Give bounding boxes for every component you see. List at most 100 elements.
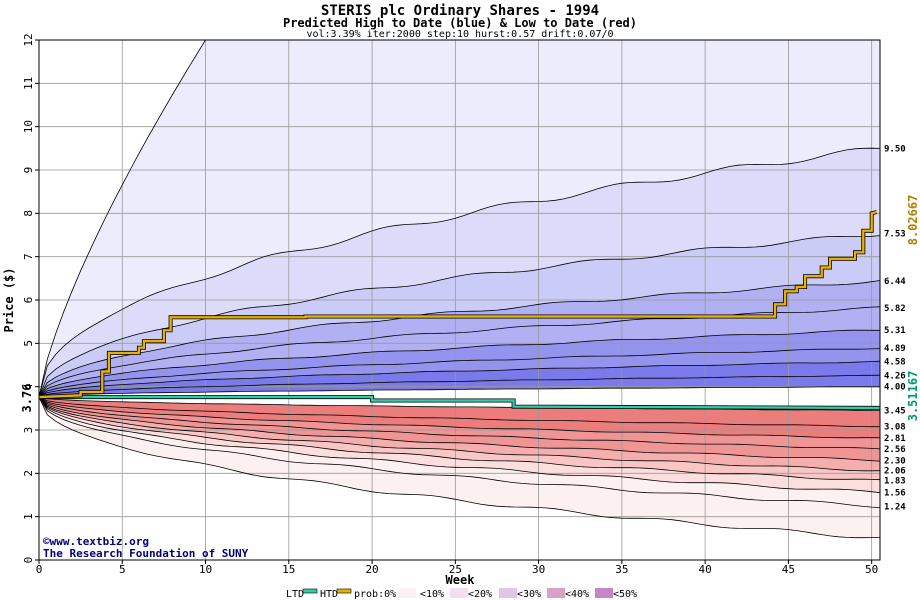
high-band-0 [39,40,880,398]
curve-label-18: 1.24 [884,502,906,512]
curve-label-14: 2.30 [884,456,906,466]
curve-label-17: 1.56 [884,488,906,498]
lower-curve-2 [38,396,881,439]
legend-b40-label: <40% [565,589,589,600]
x-axis-label: Week [446,573,476,587]
curve-label-16: 1.83 [884,477,906,487]
chart-title: STERIS plc Ordinary Shares - 1994 [321,3,599,19]
legend-swatch-20 [499,588,517,598]
low-band-7 [39,397,880,508]
high-band-5 [39,330,880,398]
legend-b20-label: <20% [468,589,492,600]
legend-htd-label: HTD [320,589,338,600]
legend-swatch-10 [450,588,468,598]
high-band-3 [39,280,880,398]
curve-label-2: 7.53 [884,230,906,240]
y-tick-label-2: 2 [22,470,35,477]
upper-curve-6 [38,348,881,398]
x-tick-label-5: 25 [449,563,462,576]
low-band-3 [39,397,880,462]
upper-curve-5 [38,329,880,398]
y-tick-label-1: 1 [22,513,35,520]
curve-label-9: 4.00 [884,383,906,393]
y-tick-label-12: 12 [22,33,35,46]
low-final-label: 3.51167 [906,371,920,422]
y-tick-label-8: 8 [22,210,35,217]
lower-curve-0 [38,396,881,411]
y-tick-label-3: 3 [22,427,35,434]
low-band-5 [39,397,880,480]
right-curve-labels: 9.50 7.53 6.44 5.82 5.31 4.89 4.58 4.26 4.00 3.45… [884,144,906,512]
y-axis-label: Price ($) [2,267,16,332]
x-tick-label-10: 50 [865,563,878,576]
y-tick-label-10: 10 [22,120,35,133]
y-tick-label-4: 4 [22,383,35,390]
legend-htd-swatch [336,588,352,594]
start-price-label: 3.76 [20,384,34,413]
low-band-8 [39,397,880,538]
upper-curve-4 [38,306,881,398]
y-tick-label-0: 0 [22,557,35,564]
legend-b50-label: <50% [613,589,637,600]
curve-label-13: 2.56 [884,445,906,455]
x-axis-ticks: 0 5 10 15 20 25 30 35 40 45 50 [36,560,878,576]
lower-curve-3 [38,396,881,450]
chart-subtitle: Predicted High to Date (blue) & Low to D… [283,16,637,30]
lower-curve-7 [38,396,881,494]
y-tick-label-11: 11 [22,77,35,90]
chart-params: vol:3.39% iter:2000 step:10 hurst:0.57 d… [306,29,613,40]
lower-curve-1 [38,396,880,428]
low-band-2 [39,397,880,449]
lower-curve-8 [38,396,881,508]
low-band-4 [39,397,880,471]
legend-swatch-40 [595,588,613,598]
x-tick-label-1: 5 [119,563,126,576]
curve-label-6: 4.89 [884,344,906,354]
high-band-2 [39,235,880,398]
x-tick-label-3: 15 [282,563,295,576]
curve-label-5: 5.31 [884,326,906,336]
legend: LTD HTD prob:0% <10% <20% <30% <40% <50% [286,588,637,600]
curve-label-8: 4.26 [884,371,906,381]
htd-ltd-series [38,210,881,410]
legend-prob-label: prob:0% [354,589,396,600]
upper-curve-3 [38,280,881,398]
x-tick-label-6: 30 [532,563,545,576]
curve-label-3: 6.44 [884,277,906,287]
legend-b10-label: <10% [420,589,444,600]
low-band-1 [39,397,880,438]
legend-swatch-0 [398,588,416,598]
legend-b30-label: <30% [517,589,541,600]
high-band-1 [39,148,880,398]
ltd-series-line [39,395,881,410]
lower-curve-9 [38,396,881,539]
curve-label-12: 2.81 [884,434,906,444]
high-band-8 [39,375,880,398]
x-tick-label-8: 40 [699,563,712,576]
y-tick-label-7: 7 [22,253,35,260]
legend-ltd-swatch [302,588,318,594]
curve-label-15: 2.06 [884,467,906,477]
x-tick-label-0: 0 [36,563,43,576]
credit-foundation: The Research Foundation of SUNY [43,547,249,560]
high-final-label: 8.02667 [906,195,920,246]
y-tick-label-9: 9 [22,167,35,174]
htd-series-line [38,210,878,399]
x-tick-label-4: 20 [365,563,378,576]
lower-curve-6 [38,396,881,481]
x-tick-label-9: 45 [782,563,795,576]
legend-swatch-30 [547,588,565,598]
y-tick-label-6: 6 [22,297,35,304]
lower-curve-5 [38,396,881,472]
high-band-4 [39,306,880,398]
upper-curve-7 [38,360,881,398]
high-band-7 [39,361,880,398]
upper-curve-8 [38,374,881,398]
x-tick-label-7: 35 [615,563,628,576]
legend-ltd-label: LTD [286,589,304,600]
upper-curve-9 [38,386,880,398]
upper-curve-2 [38,235,881,398]
curve-label-1: 9.50 [884,144,906,154]
high-band-6 [39,348,880,398]
